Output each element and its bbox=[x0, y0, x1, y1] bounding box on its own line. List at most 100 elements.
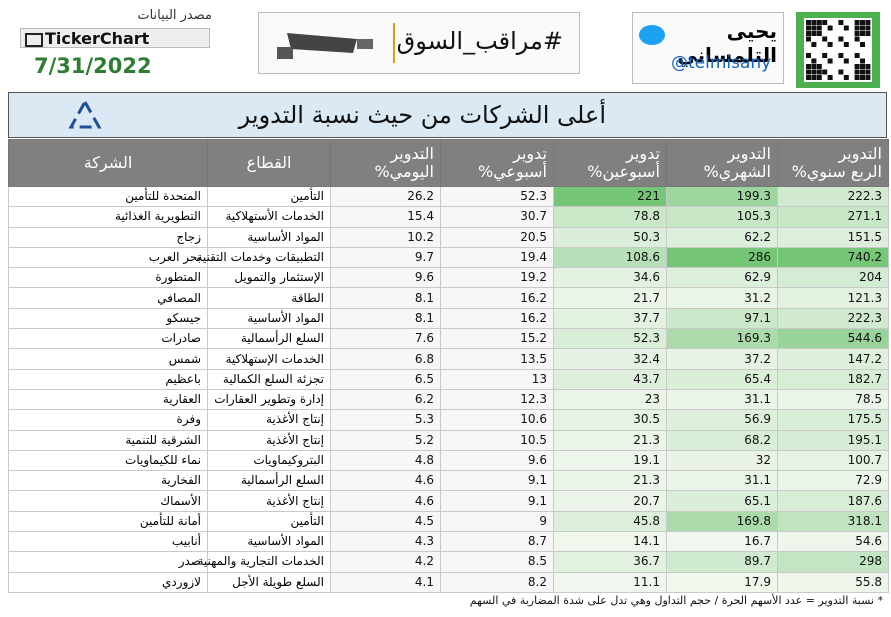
table-row: بحر العرب التطبيقات وخدمات التقنية 9.7 19.4… bbox=[8, 246, 889, 269]
text-cell: إدارة وتطوير العقارات bbox=[207, 388, 331, 411]
number-cell: 54.6 bbox=[777, 531, 889, 553]
text-cell: صدر bbox=[8, 551, 208, 573]
table-row: باعظيم تجزئة السلع الكمالية 6.5 13 43.7 65.4 1… bbox=[8, 368, 889, 390]
text-cell: بحر العرب bbox=[8, 246, 208, 269]
number-cell: 8.7 bbox=[440, 531, 554, 553]
header-line: الشهري% bbox=[703, 162, 771, 181]
number-cell: 21.7 bbox=[553, 287, 667, 309]
author-name: يحيى التلمساني bbox=[677, 19, 777, 67]
number-cell: 187.6 bbox=[777, 490, 889, 512]
number-cell: 50.3 bbox=[553, 226, 667, 248]
number-cell: 175.5 bbox=[777, 409, 889, 431]
number-cell: 65.4 bbox=[666, 368, 778, 390]
number-cell: 12.3 bbox=[440, 388, 554, 411]
number-cell: 14.1 bbox=[553, 531, 667, 553]
number-cell: 30.7 bbox=[440, 206, 554, 228]
text-cell: العقارية bbox=[8, 388, 208, 411]
number-cell: 544.6 bbox=[777, 328, 889, 350]
number-cell: 62.2 bbox=[666, 226, 778, 248]
text-cell: أمانة للتأمين bbox=[8, 510, 208, 533]
header-line: التدوير bbox=[727, 144, 771, 163]
table-row: العقارية إدارة وتطوير العقارات 6.2 12.3 23 31… bbox=[8, 388, 889, 411]
table-row: التطويرية الغذائية الخدمات الأستهلاكية 15.… bbox=[8, 206, 889, 228]
text-cell: الخدمات الأستهلاكية bbox=[207, 206, 331, 228]
number-cell: 221 bbox=[553, 185, 667, 208]
text-cell: وفرة bbox=[8, 409, 208, 431]
number-cell: 68.2 bbox=[666, 429, 778, 451]
camera-icon bbox=[277, 33, 373, 59]
number-cell: 16.2 bbox=[440, 287, 554, 309]
separator bbox=[393, 23, 395, 63]
number-cell: 43.7 bbox=[553, 368, 667, 390]
header-line: التدوير bbox=[390, 144, 434, 163]
header-line: القطاع bbox=[246, 153, 292, 172]
text-cell: تجزئة السلع الكمالية bbox=[207, 368, 331, 390]
text-cell: صادرات bbox=[8, 328, 208, 350]
number-cell: 15.2 bbox=[440, 328, 554, 350]
number-cell: 5.3 bbox=[330, 409, 441, 431]
column-header: تدوير أسبوعين% bbox=[553, 139, 667, 187]
number-cell: 740.2 bbox=[777, 246, 889, 269]
number-cell: 9.6 bbox=[440, 449, 554, 472]
number-cell: 13.5 bbox=[440, 348, 554, 370]
text-cell: السلع الرأسمالية bbox=[207, 470, 331, 492]
number-cell: 286 bbox=[666, 246, 778, 269]
number-cell: 199.3 bbox=[666, 185, 778, 208]
number-cell: 72.9 bbox=[777, 470, 889, 492]
number-cell: 108.6 bbox=[553, 246, 667, 269]
author-handle: @telmisany bbox=[671, 53, 772, 73]
number-cell: 9.1 bbox=[440, 490, 554, 512]
number-cell: 4.3 bbox=[330, 531, 441, 553]
header-line: الربع سنوي% bbox=[791, 162, 882, 181]
number-cell: 7.6 bbox=[330, 328, 441, 350]
text-cell: أنابيب bbox=[8, 531, 208, 553]
table-body: المتحدة للتأمين التأمين 26.2 52.3 221 199.3 22… bbox=[8, 185, 889, 593]
number-cell: 8.2 bbox=[440, 571, 554, 593]
number-cell: 318.1 bbox=[777, 510, 889, 533]
number-cell: 31.1 bbox=[666, 470, 778, 492]
number-cell: 182.7 bbox=[777, 368, 889, 390]
number-cell: 8.1 bbox=[330, 287, 441, 309]
number-cell: 204 bbox=[777, 267, 889, 289]
table: الشركة القطاع التدوير اليومي% تدوير أسبوعي% تد… bbox=[8, 139, 889, 593]
number-cell: 10.6 bbox=[440, 409, 554, 431]
number-cell: 9.7 bbox=[330, 246, 441, 269]
text-cell: التطبيقات وخدمات التقنية bbox=[196, 246, 331, 269]
number-cell: 105.3 bbox=[666, 206, 778, 228]
number-cell: 10.5 bbox=[440, 429, 554, 451]
number-cell: 9.1 bbox=[440, 470, 554, 492]
number-cell: 100.7 bbox=[777, 449, 889, 472]
table-row: أنابيب المواد الأساسية 4.3 8.7 14.1 16.7 54.6 bbox=[8, 531, 889, 553]
header-line: تدوير bbox=[626, 144, 660, 163]
header-line: اليومي% bbox=[374, 162, 434, 181]
number-cell: 147.2 bbox=[777, 348, 889, 370]
number-cell: 65.1 bbox=[666, 490, 778, 512]
table-row: جيسكو المواد الأساسية 8.1 16.2 37.7 97.1 222.3 bbox=[8, 307, 889, 330]
number-cell: 26.2 bbox=[330, 185, 441, 208]
header-line: التدوير bbox=[838, 144, 882, 163]
text-cell: المصافي bbox=[8, 287, 208, 309]
number-cell: 78.8 bbox=[553, 206, 667, 228]
number-cell: 4.5 bbox=[330, 510, 441, 533]
number-cell: 121.3 bbox=[777, 287, 889, 309]
number-cell: 34.6 bbox=[553, 267, 667, 289]
number-cell: 30.5 bbox=[553, 409, 667, 431]
number-cell: 169.8 bbox=[666, 510, 778, 533]
number-cell: 6.5 bbox=[330, 368, 441, 390]
text-cell: البتروكيماويات bbox=[207, 449, 331, 472]
number-cell: 8.1 bbox=[330, 307, 441, 330]
number-cell: 19.4 bbox=[440, 246, 554, 269]
text-cell: لازوردي bbox=[8, 571, 208, 593]
text-cell: الفخارية bbox=[8, 470, 208, 492]
text-cell: الشرقية للتنمية bbox=[8, 429, 208, 451]
table-row: زجاج المواد الأساسية 10.2 20.5 50.3 62.2 151.5 bbox=[8, 226, 889, 248]
source-box: مصدر البيانات TickerChart 7/31/2022 bbox=[14, 6, 218, 84]
number-cell: 16.2 bbox=[440, 307, 554, 330]
number-cell: 19.2 bbox=[440, 267, 554, 289]
text-cell: المواد الأساسية bbox=[207, 531, 331, 553]
number-cell: 20.7 bbox=[553, 490, 667, 512]
text-cell: التأمين bbox=[207, 510, 331, 533]
text-cell: الطاقة bbox=[207, 287, 331, 309]
number-cell: 20.5 bbox=[440, 226, 554, 248]
number-cell: 222.3 bbox=[777, 185, 889, 208]
